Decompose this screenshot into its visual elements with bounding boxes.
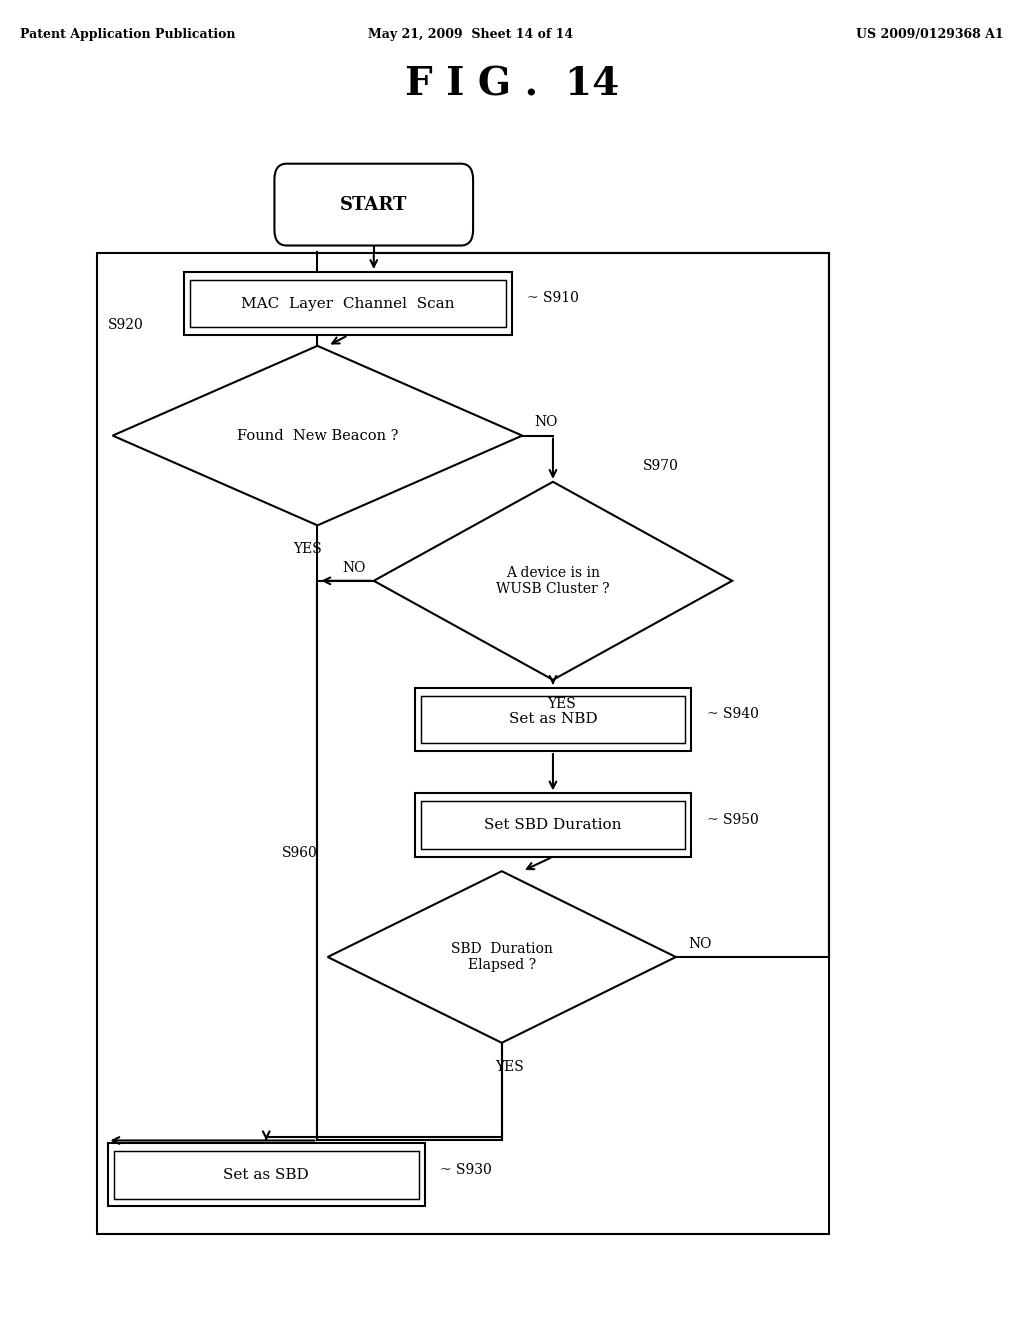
Text: NO: NO xyxy=(342,561,366,574)
Text: F I G .  14: F I G . 14 xyxy=(404,66,620,103)
Bar xyxy=(421,696,685,743)
Polygon shape xyxy=(374,482,732,680)
Text: NO: NO xyxy=(535,416,558,429)
Polygon shape xyxy=(328,871,676,1043)
Bar xyxy=(184,272,512,335)
Text: S920: S920 xyxy=(108,318,143,331)
Bar xyxy=(421,801,685,849)
Text: ~ S910: ~ S910 xyxy=(527,292,580,305)
Text: ~ S940: ~ S940 xyxy=(707,708,759,721)
Text: US 2009/0129368 A1: US 2009/0129368 A1 xyxy=(856,28,1004,41)
Bar xyxy=(114,1151,419,1199)
Polygon shape xyxy=(113,346,522,525)
Text: A device is in
WUSB Cluster ?: A device is in WUSB Cluster ? xyxy=(497,566,609,595)
Bar xyxy=(190,280,506,327)
Text: SBD  Duration
Elapsed ?: SBD Duration Elapsed ? xyxy=(451,942,553,972)
Text: Set as SBD: Set as SBD xyxy=(223,1168,309,1181)
Text: Set SBD Duration: Set SBD Duration xyxy=(484,818,622,832)
Bar xyxy=(415,688,691,751)
Text: YES: YES xyxy=(293,543,322,556)
FancyBboxPatch shape xyxy=(274,164,473,246)
Text: Set as NBD: Set as NBD xyxy=(509,713,597,726)
Text: S960: S960 xyxy=(282,846,317,859)
Text: ~ S930: ~ S930 xyxy=(440,1163,493,1176)
Text: MAC  Layer  Channel  Scan: MAC Layer Channel Scan xyxy=(242,297,455,310)
Text: NO: NO xyxy=(688,937,712,950)
Text: ~ S950: ~ S950 xyxy=(707,813,759,826)
Bar xyxy=(97,253,829,1234)
Bar xyxy=(108,1143,425,1206)
Text: Found  New Beacon ?: Found New Beacon ? xyxy=(237,429,398,442)
Text: YES: YES xyxy=(547,697,575,710)
Text: May 21, 2009  Sheet 14 of 14: May 21, 2009 Sheet 14 of 14 xyxy=(369,28,573,41)
Text: Patent Application Publication: Patent Application Publication xyxy=(20,28,236,41)
Bar xyxy=(415,793,691,857)
Text: S970: S970 xyxy=(643,459,679,473)
Text: YES: YES xyxy=(496,1060,524,1073)
Text: START: START xyxy=(340,195,408,214)
